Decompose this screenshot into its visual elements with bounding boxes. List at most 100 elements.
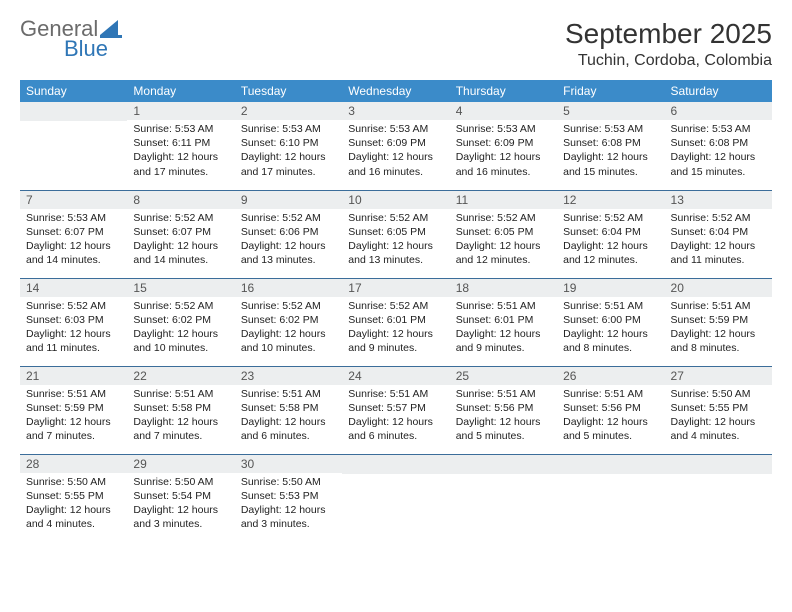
- weekday-header-row: SundayMondayTuesdayWednesdayThursdayFrid…: [20, 80, 772, 102]
- day-number: 28: [20, 455, 127, 473]
- calendar-table: SundayMondayTuesdayWednesdayThursdayFrid…: [20, 80, 772, 542]
- weekday-header: Monday: [127, 80, 234, 102]
- weekday-header: Thursday: [450, 80, 557, 102]
- day-content: Sunrise: 5:53 AMSunset: 6:11 PMDaylight:…: [127, 120, 234, 183]
- calendar-week-row: 21Sunrise: 5:51 AMSunset: 5:59 PMDayligh…: [20, 366, 772, 454]
- day-number: 9: [235, 191, 342, 209]
- day-content: Sunrise: 5:52 AMSunset: 6:04 PMDaylight:…: [557, 209, 664, 272]
- day-cell: 20Sunrise: 5:51 AMSunset: 5:59 PMDayligh…: [665, 278, 772, 366]
- day-content: Sunrise: 5:52 AMSunset: 6:06 PMDaylight:…: [235, 209, 342, 272]
- day-number: 25: [450, 367, 557, 385]
- day-cell: 17Sunrise: 5:52 AMSunset: 6:01 PMDayligh…: [342, 278, 449, 366]
- day-cell: 23Sunrise: 5:51 AMSunset: 5:58 PMDayligh…: [235, 366, 342, 454]
- calendar-week-row: 28Sunrise: 5:50 AMSunset: 5:55 PMDayligh…: [20, 454, 772, 542]
- day-number: 19: [557, 279, 664, 297]
- day-number: [450, 455, 557, 474]
- day-cell: 25Sunrise: 5:51 AMSunset: 5:56 PMDayligh…: [450, 366, 557, 454]
- day-cell: 10Sunrise: 5:52 AMSunset: 6:05 PMDayligh…: [342, 190, 449, 278]
- day-cell: 16Sunrise: 5:52 AMSunset: 6:02 PMDayligh…: [235, 278, 342, 366]
- day-content: Sunrise: 5:52 AMSunset: 6:05 PMDaylight:…: [342, 209, 449, 272]
- day-cell: 11Sunrise: 5:52 AMSunset: 6:05 PMDayligh…: [450, 190, 557, 278]
- day-cell: 18Sunrise: 5:51 AMSunset: 6:01 PMDayligh…: [450, 278, 557, 366]
- day-cell: 30Sunrise: 5:50 AMSunset: 5:53 PMDayligh…: [235, 454, 342, 542]
- day-number: 20: [665, 279, 772, 297]
- empty-cell: [20, 102, 127, 190]
- day-content: Sunrise: 5:51 AMSunset: 6:00 PMDaylight:…: [557, 297, 664, 360]
- day-cell: 21Sunrise: 5:51 AMSunset: 5:59 PMDayligh…: [20, 366, 127, 454]
- day-content: Sunrise: 5:52 AMSunset: 6:04 PMDaylight:…: [665, 209, 772, 272]
- location: Tuchin, Cordoba, Colombia: [565, 52, 772, 70]
- day-content: [557, 474, 664, 480]
- calendar-week-row: 14Sunrise: 5:52 AMSunset: 6:03 PMDayligh…: [20, 278, 772, 366]
- day-number: 8: [127, 191, 234, 209]
- day-content: [665, 474, 772, 480]
- day-number: 13: [665, 191, 772, 209]
- day-cell: 22Sunrise: 5:51 AMSunset: 5:58 PMDayligh…: [127, 366, 234, 454]
- day-number: [557, 455, 664, 474]
- logo-blue: Blue: [64, 38, 122, 60]
- day-cell: 27Sunrise: 5:50 AMSunset: 5:55 PMDayligh…: [665, 366, 772, 454]
- day-number: [665, 455, 772, 474]
- day-content: Sunrise: 5:53 AMSunset: 6:09 PMDaylight:…: [450, 120, 557, 183]
- day-number: 29: [127, 455, 234, 473]
- day-number: 12: [557, 191, 664, 209]
- day-cell: 14Sunrise: 5:52 AMSunset: 6:03 PMDayligh…: [20, 278, 127, 366]
- day-number: 15: [127, 279, 234, 297]
- empty-cell: [665, 454, 772, 542]
- day-cell: 4Sunrise: 5:53 AMSunset: 6:09 PMDaylight…: [450, 102, 557, 190]
- day-number: 10: [342, 191, 449, 209]
- day-number: 30: [235, 455, 342, 473]
- day-content: [20, 121, 127, 127]
- day-cell: 3Sunrise: 5:53 AMSunset: 6:09 PMDaylight…: [342, 102, 449, 190]
- day-number: 3: [342, 102, 449, 120]
- weekday-header: Saturday: [665, 80, 772, 102]
- day-content: Sunrise: 5:52 AMSunset: 6:01 PMDaylight:…: [342, 297, 449, 360]
- day-number: 2: [235, 102, 342, 120]
- day-cell: 24Sunrise: 5:51 AMSunset: 5:57 PMDayligh…: [342, 366, 449, 454]
- day-content: Sunrise: 5:51 AMSunset: 5:57 PMDaylight:…: [342, 385, 449, 448]
- day-cell: 12Sunrise: 5:52 AMSunset: 6:04 PMDayligh…: [557, 190, 664, 278]
- day-number: 11: [450, 191, 557, 209]
- weekday-header: Wednesday: [342, 80, 449, 102]
- day-number: 16: [235, 279, 342, 297]
- day-cell: 9Sunrise: 5:52 AMSunset: 6:06 PMDaylight…: [235, 190, 342, 278]
- day-content: Sunrise: 5:51 AMSunset: 5:59 PMDaylight:…: [20, 385, 127, 448]
- day-number: 6: [665, 102, 772, 120]
- day-content: [342, 474, 449, 480]
- empty-cell: [450, 454, 557, 542]
- day-content: Sunrise: 5:51 AMSunset: 5:56 PMDaylight:…: [450, 385, 557, 448]
- day-content: Sunrise: 5:53 AMSunset: 6:10 PMDaylight:…: [235, 120, 342, 183]
- day-content: [450, 474, 557, 480]
- day-content: Sunrise: 5:53 AMSunset: 6:07 PMDaylight:…: [20, 209, 127, 272]
- day-number: [20, 102, 127, 121]
- header: General Blue September 2025 Tuchin, Cord…: [20, 18, 772, 70]
- title-block: September 2025 Tuchin, Cordoba, Colombia: [565, 18, 772, 70]
- calendar-week-row: 7Sunrise: 5:53 AMSunset: 6:07 PMDaylight…: [20, 190, 772, 278]
- day-cell: 13Sunrise: 5:52 AMSunset: 6:04 PMDayligh…: [665, 190, 772, 278]
- day-number: 4: [450, 102, 557, 120]
- day-number: 7: [20, 191, 127, 209]
- day-cell: 7Sunrise: 5:53 AMSunset: 6:07 PMDaylight…: [20, 190, 127, 278]
- day-content: Sunrise: 5:52 AMSunset: 6:02 PMDaylight:…: [235, 297, 342, 360]
- day-number: 26: [557, 367, 664, 385]
- day-cell: 19Sunrise: 5:51 AMSunset: 6:00 PMDayligh…: [557, 278, 664, 366]
- day-cell: 15Sunrise: 5:52 AMSunset: 6:02 PMDayligh…: [127, 278, 234, 366]
- weekday-header: Friday: [557, 80, 664, 102]
- day-cell: 28Sunrise: 5:50 AMSunset: 5:55 PMDayligh…: [20, 454, 127, 542]
- day-number: 21: [20, 367, 127, 385]
- day-content: Sunrise: 5:51 AMSunset: 5:59 PMDaylight:…: [665, 297, 772, 360]
- day-content: Sunrise: 5:51 AMSunset: 6:01 PMDaylight:…: [450, 297, 557, 360]
- weekday-header: Tuesday: [235, 80, 342, 102]
- day-number: 14: [20, 279, 127, 297]
- day-content: Sunrise: 5:53 AMSunset: 6:08 PMDaylight:…: [557, 120, 664, 183]
- day-number: 18: [450, 279, 557, 297]
- day-content: Sunrise: 5:51 AMSunset: 5:58 PMDaylight:…: [127, 385, 234, 448]
- day-cell: 1Sunrise: 5:53 AMSunset: 6:11 PMDaylight…: [127, 102, 234, 190]
- logo: General Blue: [20, 18, 122, 60]
- day-cell: 29Sunrise: 5:50 AMSunset: 5:54 PMDayligh…: [127, 454, 234, 542]
- day-content: Sunrise: 5:53 AMSunset: 6:08 PMDaylight:…: [665, 120, 772, 183]
- day-number: 17: [342, 279, 449, 297]
- day-content: Sunrise: 5:52 AMSunset: 6:03 PMDaylight:…: [20, 297, 127, 360]
- calendar-week-row: 1Sunrise: 5:53 AMSunset: 6:11 PMDaylight…: [20, 102, 772, 190]
- day-content: Sunrise: 5:52 AMSunset: 6:02 PMDaylight:…: [127, 297, 234, 360]
